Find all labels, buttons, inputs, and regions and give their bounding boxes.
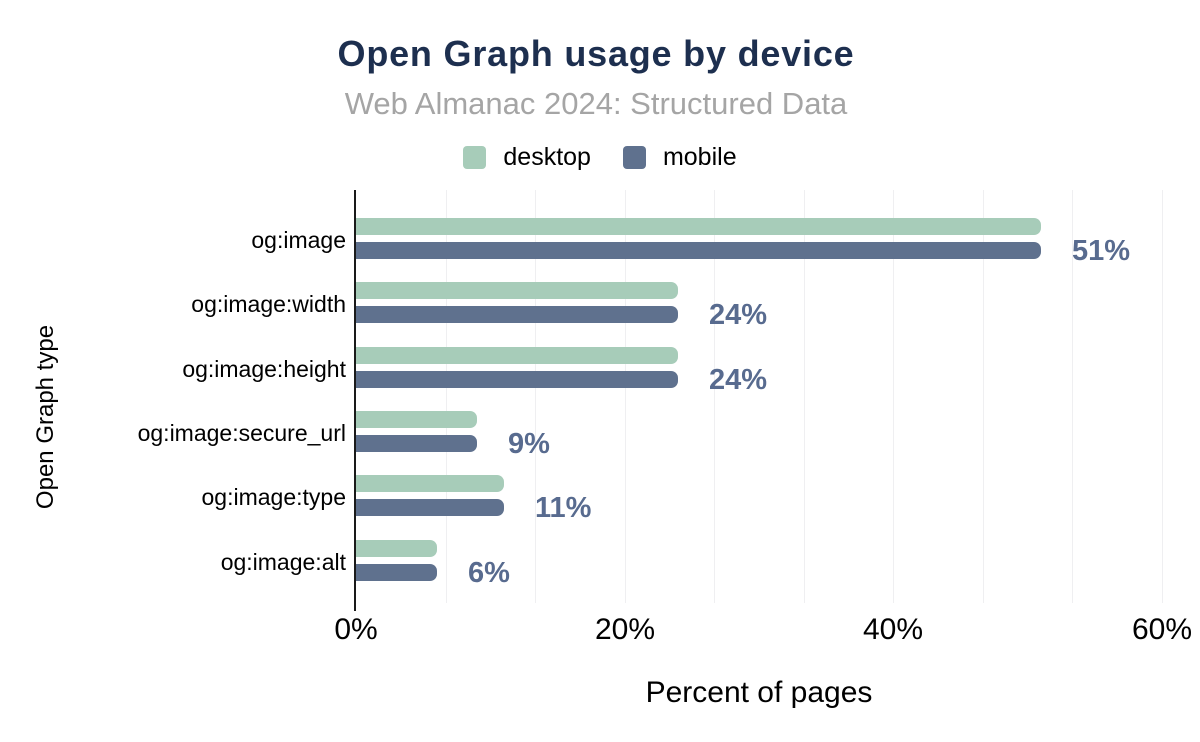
category-label: og:image:type xyxy=(201,484,346,511)
value-label: 51% xyxy=(1072,235,1131,267)
category-label: og:image:alt xyxy=(220,548,346,575)
gridline xyxy=(1162,190,1163,603)
category-label: og:image:height xyxy=(182,355,346,382)
bar-mobile-og:image:alt xyxy=(356,563,437,581)
gridline xyxy=(893,190,895,603)
desktop-swatch-icon xyxy=(463,146,487,169)
gridline xyxy=(445,190,447,603)
value-label: 24% xyxy=(709,299,768,332)
x-tick-20%: 20% xyxy=(594,613,656,646)
x-tick-0%: 0% xyxy=(334,613,378,646)
bar-desktop-og:image:alt xyxy=(356,539,437,557)
bar-mobile-og:image:height xyxy=(356,370,679,388)
y-axis-line xyxy=(354,190,356,611)
bar-mobile-og:image:secure_url xyxy=(356,434,477,452)
bar-desktop-og:image:secure_url xyxy=(356,410,477,428)
gridline xyxy=(535,190,537,603)
gridline xyxy=(714,190,716,603)
legend-item-desktop: desktop xyxy=(463,143,591,172)
value-label: 6% xyxy=(468,556,510,589)
value-label: 9% xyxy=(508,427,550,460)
chart-subtitle: Web Almanac 2024: Structured Data xyxy=(344,86,848,121)
x-tick-60%: 60% xyxy=(1131,613,1193,646)
bar-desktop-og:image:type xyxy=(356,475,504,493)
y-axis-title: Open Graph type xyxy=(32,324,59,510)
x-tick-40%: 40% xyxy=(862,613,924,646)
bar-desktop-og:image:height xyxy=(356,346,679,364)
category-label: og:image xyxy=(251,227,346,253)
mobile-swatch-icon xyxy=(622,146,646,169)
bar-desktop-og:image xyxy=(356,218,1042,235)
gridline xyxy=(624,190,626,603)
x-axis-title: Percent of pages xyxy=(645,676,873,709)
legend-label-mobile: mobile xyxy=(662,143,737,171)
plot-area xyxy=(356,190,1163,603)
category-label: og:image:width xyxy=(191,291,346,318)
value-label: 11% xyxy=(535,492,592,525)
bar-mobile-og:image xyxy=(356,242,1042,259)
chart-title: Open Graph usage by device xyxy=(337,33,855,74)
gridline xyxy=(1072,190,1074,603)
legend-item-mobile: mobile xyxy=(622,143,737,172)
gridline xyxy=(982,190,984,603)
category-label: og:image:secure_url xyxy=(137,419,346,446)
gridline xyxy=(803,190,805,603)
bar-mobile-og:image:type xyxy=(356,499,504,517)
value-label: 24% xyxy=(709,363,768,396)
legend-label-desktop: desktop xyxy=(503,143,591,171)
bar-desktop-og:image:width xyxy=(356,282,679,300)
bar-mobile-og:image:width xyxy=(356,306,679,324)
legend: desktop mobile xyxy=(0,143,1200,172)
